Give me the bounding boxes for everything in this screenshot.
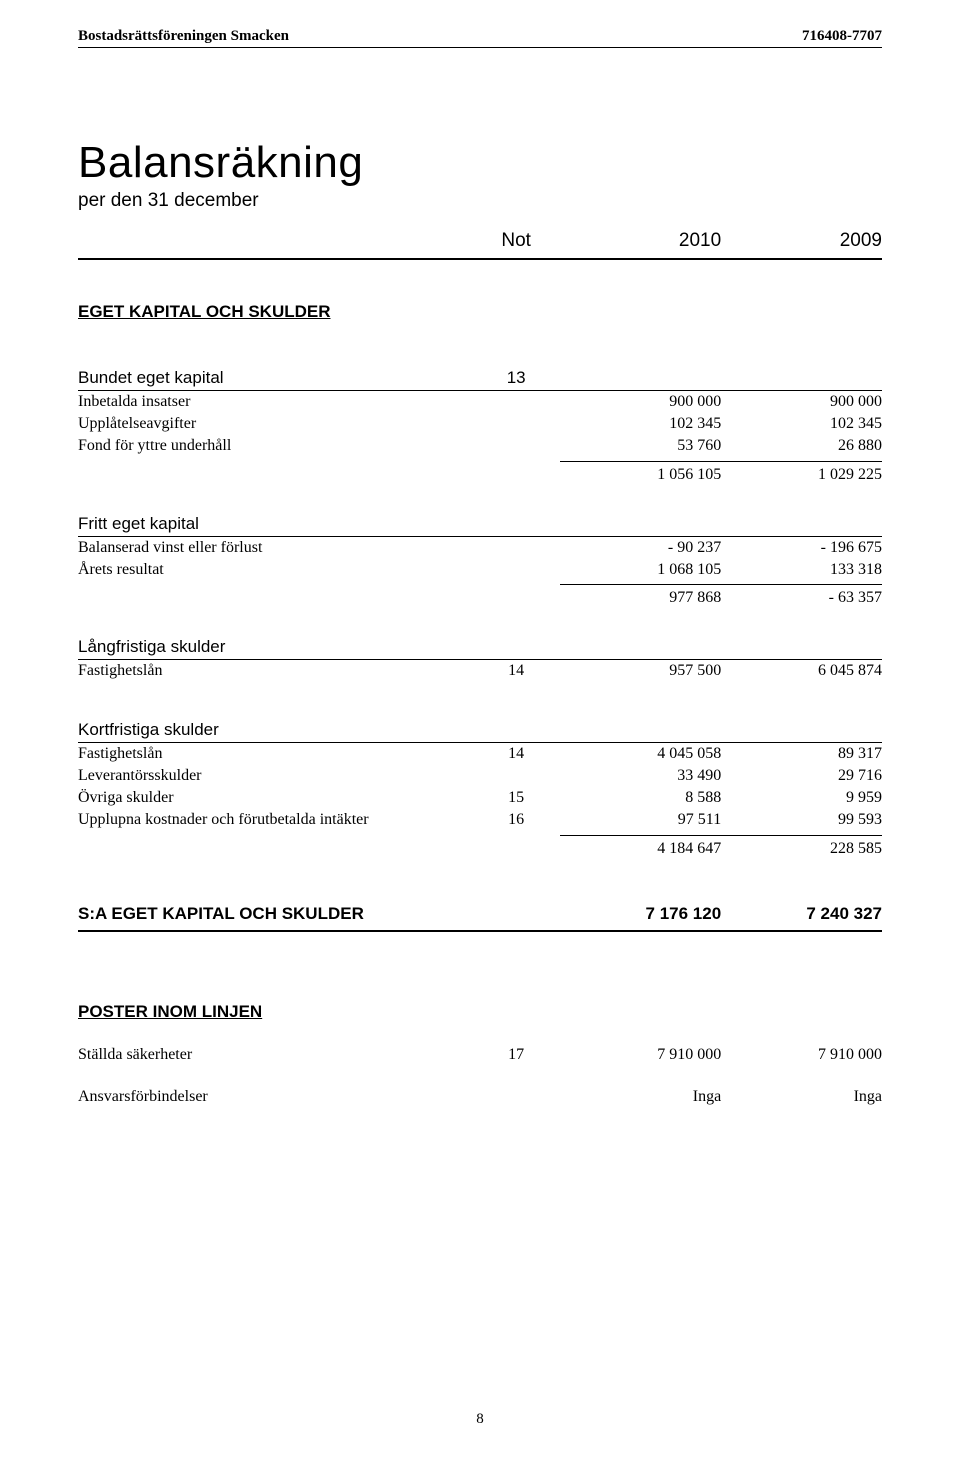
header-org-name: Bostadsrättsföreningen Smacken (78, 28, 289, 45)
row-y2: 99 593 (721, 809, 882, 831)
table-row: Fastighetslån 14 4 045 058 89 317 (78, 743, 882, 766)
row-y1: - 90 237 (560, 536, 721, 559)
page-header: Bostadsrättsföreningen Smacken 716408-77… (78, 28, 882, 48)
row-y1: 957 500 (560, 660, 721, 683)
row-label: Övriga skulder (78, 787, 472, 809)
row-label: Ansvarsförbindelser (78, 1066, 472, 1108)
subheading-bundet: Bundet eget kapital (78, 330, 472, 390)
row-y2: 89 317 (721, 743, 882, 766)
row-y2: 9 959 (721, 787, 882, 809)
row-label: Ställda säkerheter (78, 1030, 472, 1066)
row-not: 17 (472, 1030, 560, 1066)
sum-row: 1 056 105 1 029 225 (78, 461, 882, 486)
table-row: Årets resultat 1 068 105 133 318 (78, 559, 882, 581)
table-row: Fastighetslån 14 957 500 6 045 874 (78, 660, 882, 683)
row-y2: 133 318 (721, 559, 882, 581)
bundet-not: 13 (472, 330, 560, 390)
row-y1: 4 045 058 (560, 743, 721, 766)
row-y1: 102 345 (560, 413, 721, 435)
row-label: Upplåtelseavgifter (78, 413, 472, 435)
row-not (472, 435, 560, 457)
page-subtitle: per den 31 december (78, 190, 882, 212)
row-y2: - 196 675 (721, 536, 882, 559)
row-y1: 97 511 (560, 809, 721, 831)
row-y2: 6 045 874 (721, 660, 882, 683)
balance-table: Not 2010 2009 EGET KAPITAL OCH SKULDER B… (78, 230, 882, 1108)
row-label: Fastighetslån (78, 743, 472, 766)
row-y2: 900 000 (721, 391, 882, 414)
page-title: Balansräkning (78, 138, 882, 188)
row-label: Leverantörsskulder (78, 765, 472, 787)
row-y1: 1 068 105 (560, 559, 721, 581)
grand-y2: 7 240 327 (721, 860, 882, 930)
table-row: Inbetalda insatser 900 000 900 000 (78, 391, 882, 414)
grand-total-row: S:A EGET KAPITAL OCH SKULDER 7 176 120 7… (78, 860, 882, 930)
row-label: Fastighetslån (78, 660, 472, 683)
header-org-id: 716408-7707 (802, 28, 882, 45)
subheading-fritt: Fritt eget kapital (78, 486, 882, 536)
row-not (472, 765, 560, 787)
row-not (472, 536, 560, 559)
row-y2: Inga (721, 1066, 882, 1108)
row-not (472, 1066, 560, 1108)
table-row: Ställda säkerheter 17 7 910 000 7 910 00… (78, 1030, 882, 1066)
sum-row: 4 184 647 228 585 (78, 835, 882, 860)
row-not: 16 (472, 809, 560, 831)
row-y1: 7 910 000 (560, 1030, 721, 1066)
row-y1: 33 490 (560, 765, 721, 787)
row-y1: 8 588 (560, 787, 721, 809)
section-heading-poster: POSTER INOM LINJEN (78, 931, 882, 1030)
row-y2: 26 880 (721, 435, 882, 457)
subheading-langfristiga: Långfristiga skulder (78, 609, 882, 659)
grand-label: S:A EGET KAPITAL OCH SKULDER (78, 860, 560, 930)
row-y2: 7 910 000 (721, 1030, 882, 1066)
row-label: Fond för yttre underhåll (78, 435, 472, 457)
sum-y1: 977 868 (560, 585, 721, 610)
table-row: Ansvarsförbindelser Inga Inga (78, 1066, 882, 1108)
row-not (472, 559, 560, 581)
table-row: Fond för yttre underhåll 53 760 26 880 (78, 435, 882, 457)
table-row: Övriga skulder 15 8 588 9 959 (78, 787, 882, 809)
sum-y2: 228 585 (721, 835, 882, 860)
row-label: Inbetalda insatser (78, 391, 472, 414)
subheading-kortfristiga: Kortfristiga skulder (78, 682, 882, 742)
sum-y2: - 63 357 (721, 585, 882, 610)
row-y1: 53 760 (560, 435, 721, 457)
row-not: 14 (472, 743, 560, 766)
table-row: Leverantörsskulder 33 490 29 716 (78, 765, 882, 787)
sum-row: 977 868 - 63 357 (78, 585, 882, 610)
row-label: Balanserad vinst eller förlust (78, 536, 472, 559)
sum-y1: 4 184 647 (560, 835, 721, 860)
row-not: 15 (472, 787, 560, 809)
row-label: Upplupna kostnader och förutbetalda intä… (78, 809, 472, 831)
sum-y1: 1 056 105 (560, 461, 721, 486)
row-y1: Inga (560, 1066, 721, 1108)
grand-y1: 7 176 120 (560, 860, 721, 930)
table-row: Upplåtelseavgifter 102 345 102 345 (78, 413, 882, 435)
row-not: 14 (472, 660, 560, 683)
row-label: Årets resultat (78, 559, 472, 581)
row-not (472, 391, 560, 414)
row-not (472, 413, 560, 435)
row-y2: 29 716 (721, 765, 882, 787)
sum-y2: 1 029 225 (721, 461, 882, 486)
column-header-row: Not 2010 2009 (78, 230, 882, 258)
table-row: Upplupna kostnader och förutbetalda intä… (78, 809, 882, 831)
page-number: 8 (476, 1411, 484, 1428)
row-y2: 102 345 (721, 413, 882, 435)
col-year-1: 2010 (560, 230, 721, 258)
col-not: Not (472, 230, 560, 258)
table-row: Balanserad vinst eller förlust - 90 237 … (78, 536, 882, 559)
col-year-2: 2009 (721, 230, 882, 258)
row-y1: 900 000 (560, 391, 721, 414)
section-heading-equity: EGET KAPITAL OCH SKULDER (78, 259, 882, 330)
